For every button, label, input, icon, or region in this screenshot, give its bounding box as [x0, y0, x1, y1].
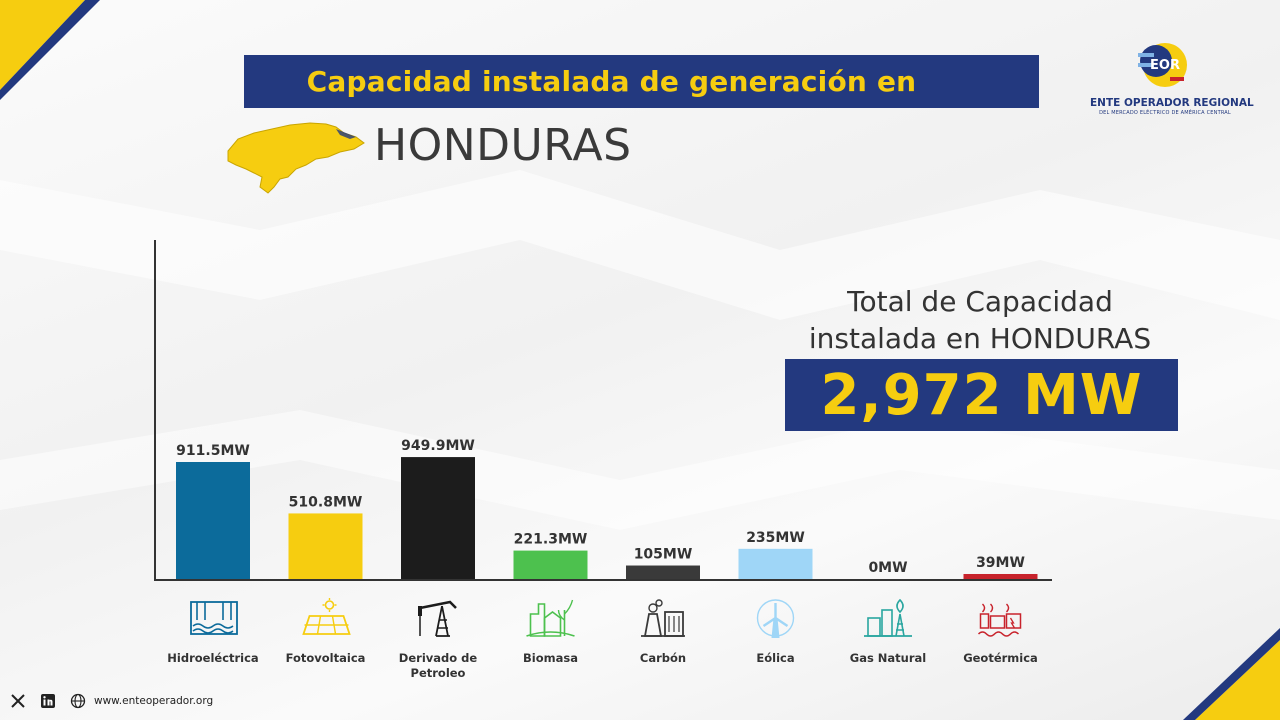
category-label: Geotérmica	[963, 651, 1038, 665]
logo-text: EOR	[1150, 58, 1180, 73]
bar-value-label: 39MW	[976, 555, 1025, 571]
footer: www.enteoperador.org	[10, 689, 213, 713]
oil-pump-icon	[418, 600, 457, 637]
total-label-line1: Total de Capacidad	[847, 285, 1113, 318]
globe-icon	[70, 693, 86, 709]
eor-logo: EOR ENTE OPERADOR REGIONAL DEL MERCADO E…	[1090, 35, 1254, 120]
bar-4	[626, 565, 700, 579]
corner-navy-bottom-right	[1183, 628, 1280, 720]
logo-subtitle: DEL MERCADO ELÉCTRICO DE AMÉRICA CENTRAL	[1099, 110, 1231, 116]
title-banner: Capacidad instalada de generación en	[244, 55, 1039, 108]
category-label: Fotovoltaica	[286, 651, 366, 665]
bg-wave	[0, 410, 1280, 530]
bar-5	[738, 548, 813, 579]
category-label: Carbón	[640, 651, 686, 665]
bar-7	[963, 573, 1038, 579]
honduras-map-icon	[227, 122, 365, 194]
bg-wave	[0, 170, 1280, 320]
category-label: Petroleo	[411, 666, 466, 680]
bar-value-label: 105MW	[634, 547, 693, 563]
website-link[interactable]: www.enteoperador.org	[94, 695, 214, 707]
bar-value-label: 949.9MW	[401, 438, 475, 454]
bar-value-label: 235MW	[746, 530, 805, 546]
bar-value-label: 0MW	[868, 560, 907, 576]
gas-plant-icon	[864, 598, 912, 637]
coal-plant-icon	[641, 599, 685, 637]
category-label: Biomasa	[523, 651, 578, 665]
bar-1	[288, 513, 363, 579]
wind-turbine-icon	[756, 599, 795, 638]
geothermal-icon	[977, 603, 1022, 637]
total-value: 2,972 MW	[820, 362, 1143, 428]
total-label-line2: instalada en HONDURAS	[808, 322, 1152, 355]
solar-panel-icon	[302, 598, 351, 635]
category-label: Gas Natural	[850, 651, 927, 665]
biomass-plant-icon	[526, 599, 575, 637]
corner-navy-top-left	[0, 0, 100, 100]
bar-3	[513, 550, 588, 579]
bar-value-label: 221.3MW	[514, 532, 588, 548]
country-name: HONDURAS	[374, 120, 632, 171]
hydro-dam-icon	[190, 601, 238, 635]
eor-logo-icon: EOR	[1138, 43, 1187, 87]
total-label: Total de Capacidad instalada en HONDURAS	[790, 283, 1170, 357]
page-title: Capacidad instalada de generación en	[306, 65, 917, 98]
bar-value-label: 510.8MW	[289, 494, 363, 510]
linkedin-icon[interactable]	[40, 693, 56, 709]
bar-value-label: 911.5MW	[176, 443, 250, 459]
x-icon[interactable]	[10, 693, 26, 709]
logo-name: ENTE OPERADOR REGIONAL	[1090, 97, 1254, 109]
bars-group: 911.5MW Hidroeléctrica 510.8MW Fotovoltai…	[167, 438, 1038, 680]
bar-0	[176, 462, 250, 579]
category-label: Hidroeléctrica	[167, 651, 258, 665]
category-label: Eólica	[756, 651, 794, 665]
category-label: Derivado de	[399, 651, 478, 665]
bar-2	[401, 457, 475, 579]
total-box: 2,972 MW	[785, 359, 1178, 431]
